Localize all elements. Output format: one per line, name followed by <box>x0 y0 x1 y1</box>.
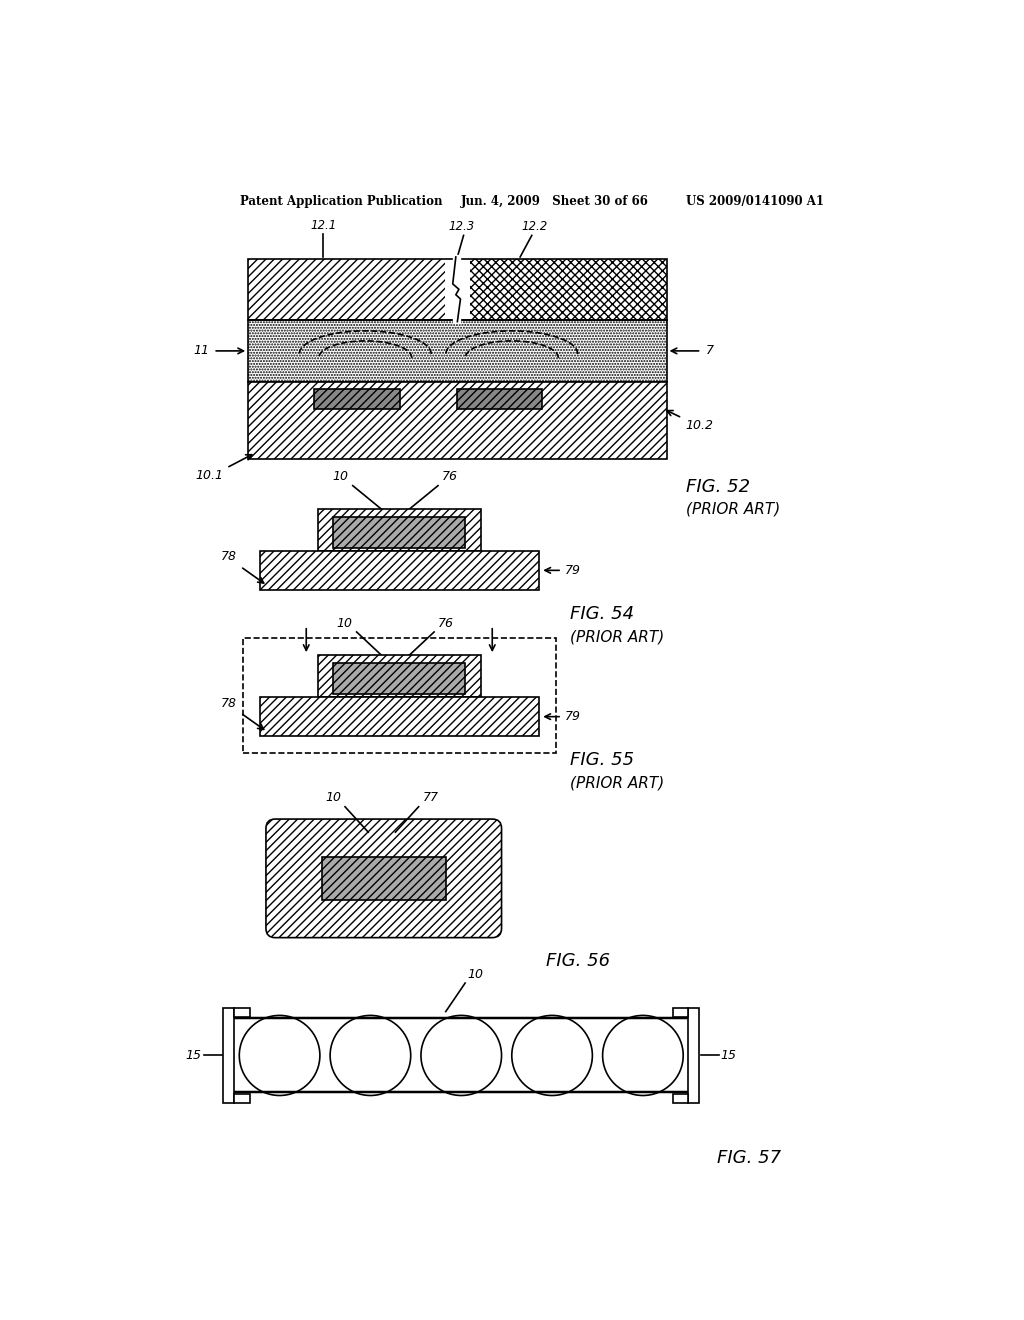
Text: 79: 79 <box>565 710 581 723</box>
Bar <box>248 381 667 459</box>
Bar <box>243 638 556 752</box>
Bar <box>248 259 667 321</box>
Text: Patent Application Publication: Patent Application Publication <box>241 195 442 209</box>
Text: 10: 10 <box>326 792 341 804</box>
Text: US 2009/0141090 A1: US 2009/0141090 A1 <box>686 195 824 209</box>
Text: 10.2: 10.2 <box>685 420 714 433</box>
Text: (PRIOR ART): (PRIOR ART) <box>569 776 664 791</box>
Text: 15: 15 <box>721 1049 737 1063</box>
FancyBboxPatch shape <box>266 818 502 937</box>
Text: 10: 10 <box>467 968 483 981</box>
Text: 10: 10 <box>337 616 352 630</box>
Text: 15: 15 <box>185 1049 202 1063</box>
Bar <box>470 259 667 321</box>
Text: FIG. 55: FIG. 55 <box>569 751 634 770</box>
Bar <box>334 663 465 694</box>
Text: 79: 79 <box>565 564 581 577</box>
Bar <box>260 552 539 590</box>
Text: 12.3: 12.3 <box>449 220 475 234</box>
Bar <box>317 508 480 552</box>
Text: FIG. 52: FIG. 52 <box>686 478 751 496</box>
Text: 10: 10 <box>333 470 349 483</box>
Text: 12.1: 12.1 <box>310 219 337 231</box>
Bar <box>314 389 399 409</box>
Bar <box>688 1007 699 1104</box>
Text: 76: 76 <box>438 616 454 630</box>
Bar <box>248 259 444 321</box>
Text: FIG. 56: FIG. 56 <box>547 952 610 969</box>
Bar <box>673 1007 688 1016</box>
Text: (PRIOR ART): (PRIOR ART) <box>569 630 664 644</box>
Bar <box>322 857 445 899</box>
Bar <box>334 517 465 548</box>
Text: FIG. 57: FIG. 57 <box>717 1150 781 1167</box>
Bar <box>234 1007 250 1016</box>
Text: 78: 78 <box>220 697 237 710</box>
Text: 10.1: 10.1 <box>196 470 223 483</box>
Bar <box>234 1094 250 1104</box>
Bar <box>457 389 542 409</box>
Bar <box>260 697 539 737</box>
Text: 76: 76 <box>442 470 458 483</box>
Text: FIG. 54: FIG. 54 <box>569 605 634 623</box>
Text: 7: 7 <box>706 345 714 358</box>
Bar <box>673 1094 688 1104</box>
Text: 12.2: 12.2 <box>521 220 547 234</box>
Text: 77: 77 <box>423 792 438 804</box>
Bar <box>317 655 480 697</box>
Text: 11: 11 <box>194 345 209 358</box>
Text: (PRIOR ART): (PRIOR ART) <box>686 502 780 516</box>
Text: Jun. 4, 2009   Sheet 30 of 66: Jun. 4, 2009 Sheet 30 of 66 <box>461 195 649 209</box>
Bar <box>223 1007 234 1104</box>
Text: 78: 78 <box>220 550 237 564</box>
Bar <box>248 321 667 381</box>
